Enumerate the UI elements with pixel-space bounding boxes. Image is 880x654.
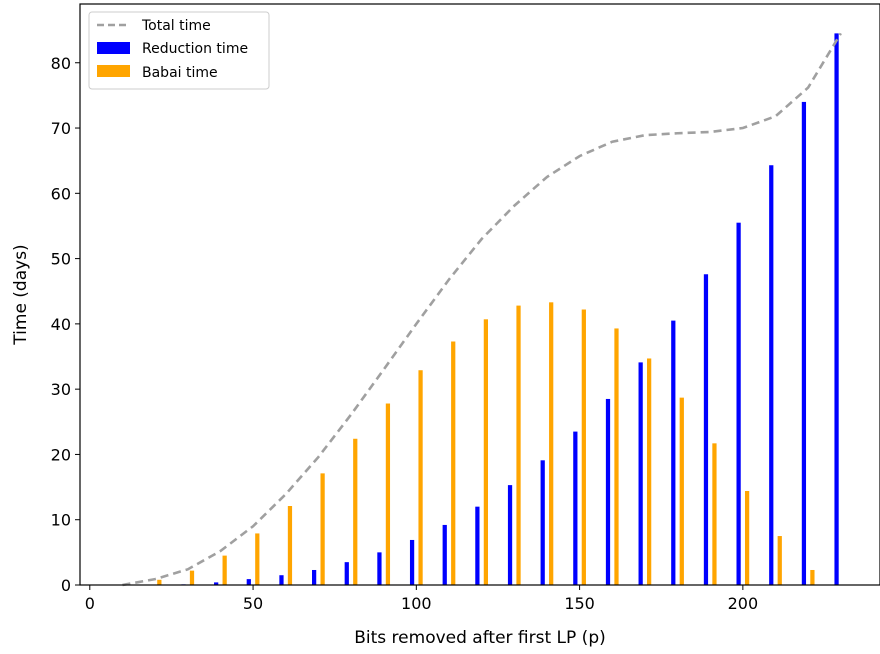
babai-time-bar-50 [255,533,260,585]
reduction-time-bar-200 [736,222,741,585]
legend: Total time Reduction time Babai time [88,11,270,90]
y-tick-label-40: 40 [51,315,71,334]
legend-swatch-babai-time [97,65,130,77]
y-tick-label-60: 60 [51,184,71,203]
reduction-time-bar-80 [344,562,349,585]
x-ticks: 0 50 100 150 200 [85,585,758,613]
legend-box [88,11,270,90]
babai-time-bar-220 [810,569,815,585]
reduction-time-bar-130 [507,485,513,585]
reduction-time-bar-60 [279,575,284,585]
babai-time-bar-100 [418,370,423,585]
reduction-time-bar-140 [540,460,545,585]
x-tick-label-50: 50 [243,594,263,613]
reduction-time-bar-180 [671,320,676,585]
reduction-time-bar-110 [442,524,447,585]
bars-layer [157,33,839,586]
reduction-time-bar-230 [834,33,839,585]
babai-time-bar-110 [451,341,456,585]
babai-time-bar-70 [320,473,325,585]
reduction-time-bar-70 [312,569,317,585]
x-tick-label-0: 0 [85,594,95,613]
babai-time-bar-90 [385,403,391,585]
legend-label-babai-time: Babai time [142,65,218,81]
legend-label-total-time: Total time [141,18,211,34]
babai-time-bar-170 [647,358,652,585]
reduction-time-bar-170 [638,362,643,585]
babai-time-bar-30 [189,570,195,585]
reduction-time-bar-210 [769,165,774,586]
babai-time-bar-40 [222,555,227,585]
babai-time-bar-80 [353,438,358,585]
legend-label-reduction-time: Reduction time [142,41,248,57]
y-tick-label-50: 50 [51,250,71,269]
reduction-time-bar-220 [801,101,807,586]
total-time-line [122,32,842,587]
y-tick-label-10: 10 [51,511,71,530]
babai-time-bar-180 [679,397,684,585]
babai-time-bar-20 [157,579,162,585]
babai-time-bar-160 [614,328,619,585]
y-tick-label-70: 70 [51,119,71,138]
y-tick-label-20: 20 [51,445,71,464]
reduction-time-bar-190 [703,274,709,585]
babai-time-bar-190 [712,443,717,585]
x-axis-title: Bits removed after first LP (p) [354,628,606,648]
x-tick-label-150: 150 [564,594,595,613]
plot-frame [79,3,880,586]
reduction-time-bar-120 [475,506,480,585]
babai-time-bar-140 [549,302,554,585]
y-axis-title: Time (days) [11,244,31,345]
total-time-line-layer [122,32,842,587]
reduction-time-bar-160 [605,398,611,585]
babai-time-bar-210 [777,536,782,585]
reduction-time-bar-100 [409,539,415,585]
reduction-time-bar-90 [377,552,382,585]
reduction-time-bar-40 [214,582,219,585]
babai-time-bar-130 [516,305,521,585]
legend-swatch-reduction-time [97,42,130,54]
y-tick-label-30: 30 [51,380,71,399]
babai-time-bar-200 [744,491,750,585]
reduction-time-bar-50 [246,579,251,585]
babai-time-bar-150 [581,309,586,585]
reduction-time-bar-150 [573,431,578,585]
babai-time-bar-120 [483,319,488,585]
babai-time-bar-60 [287,506,293,585]
y-tick-label-0: 0 [61,576,71,595]
x-tick-label-100: 100 [401,594,432,613]
x-tick-label-200: 200 [728,594,759,613]
y-ticks: 0 10 20 30 40 50 60 70 80 [51,54,80,595]
y-tick-label-80: 80 [51,54,71,73]
